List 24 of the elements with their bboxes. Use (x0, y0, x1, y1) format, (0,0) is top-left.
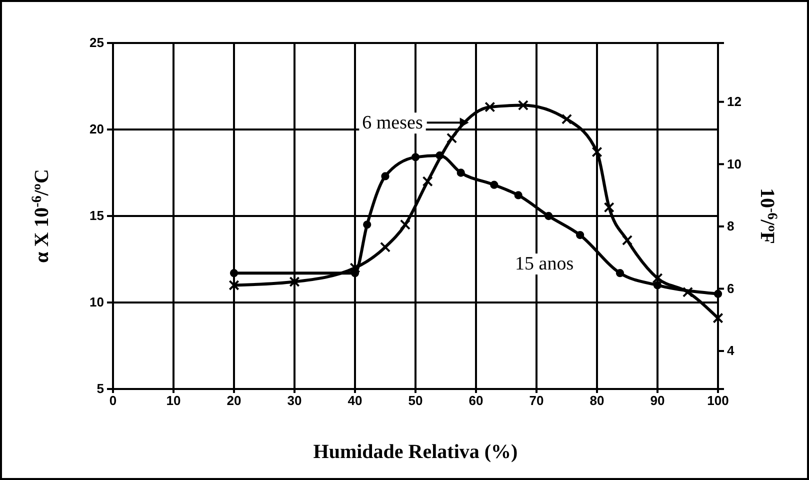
y2-tick-label: 12 (727, 94, 742, 110)
y2-tick-label: 10 (727, 156, 742, 172)
series-label: 15 anos (515, 254, 574, 275)
legend-label: 6 meses (362, 112, 423, 134)
x-tick-label: 50 (408, 393, 423, 408)
y2-tick-label: 4 (727, 343, 735, 358)
y-tick-label: 10 (90, 294, 104, 310)
y-tick-label: 20 (90, 122, 104, 137)
x-tick-label: 0 (109, 393, 117, 408)
x-tick-label: 70 (529, 393, 544, 408)
y-tick-label: 5 (96, 381, 104, 396)
y2-tick-label: 8 (727, 218, 734, 234)
x-tick-label: 30 (287, 393, 302, 408)
x-tick-label: 20 (226, 393, 242, 408)
x-tick-label: 80 (590, 393, 604, 408)
x-axis-title: Humidade Relativa (%) (313, 441, 518, 463)
x-tick-label: 10 (166, 393, 181, 408)
y-tick-label: 15 (90, 208, 104, 224)
y2-tick-label: 6 (727, 280, 734, 296)
y-tick-label: 25 (90, 35, 104, 50)
x-tick-label: 40 (348, 393, 362, 408)
x-tick-label: 100 (707, 393, 729, 408)
x-tick-label: 60 (468, 393, 484, 408)
x-tick-label: 90 (650, 393, 665, 408)
